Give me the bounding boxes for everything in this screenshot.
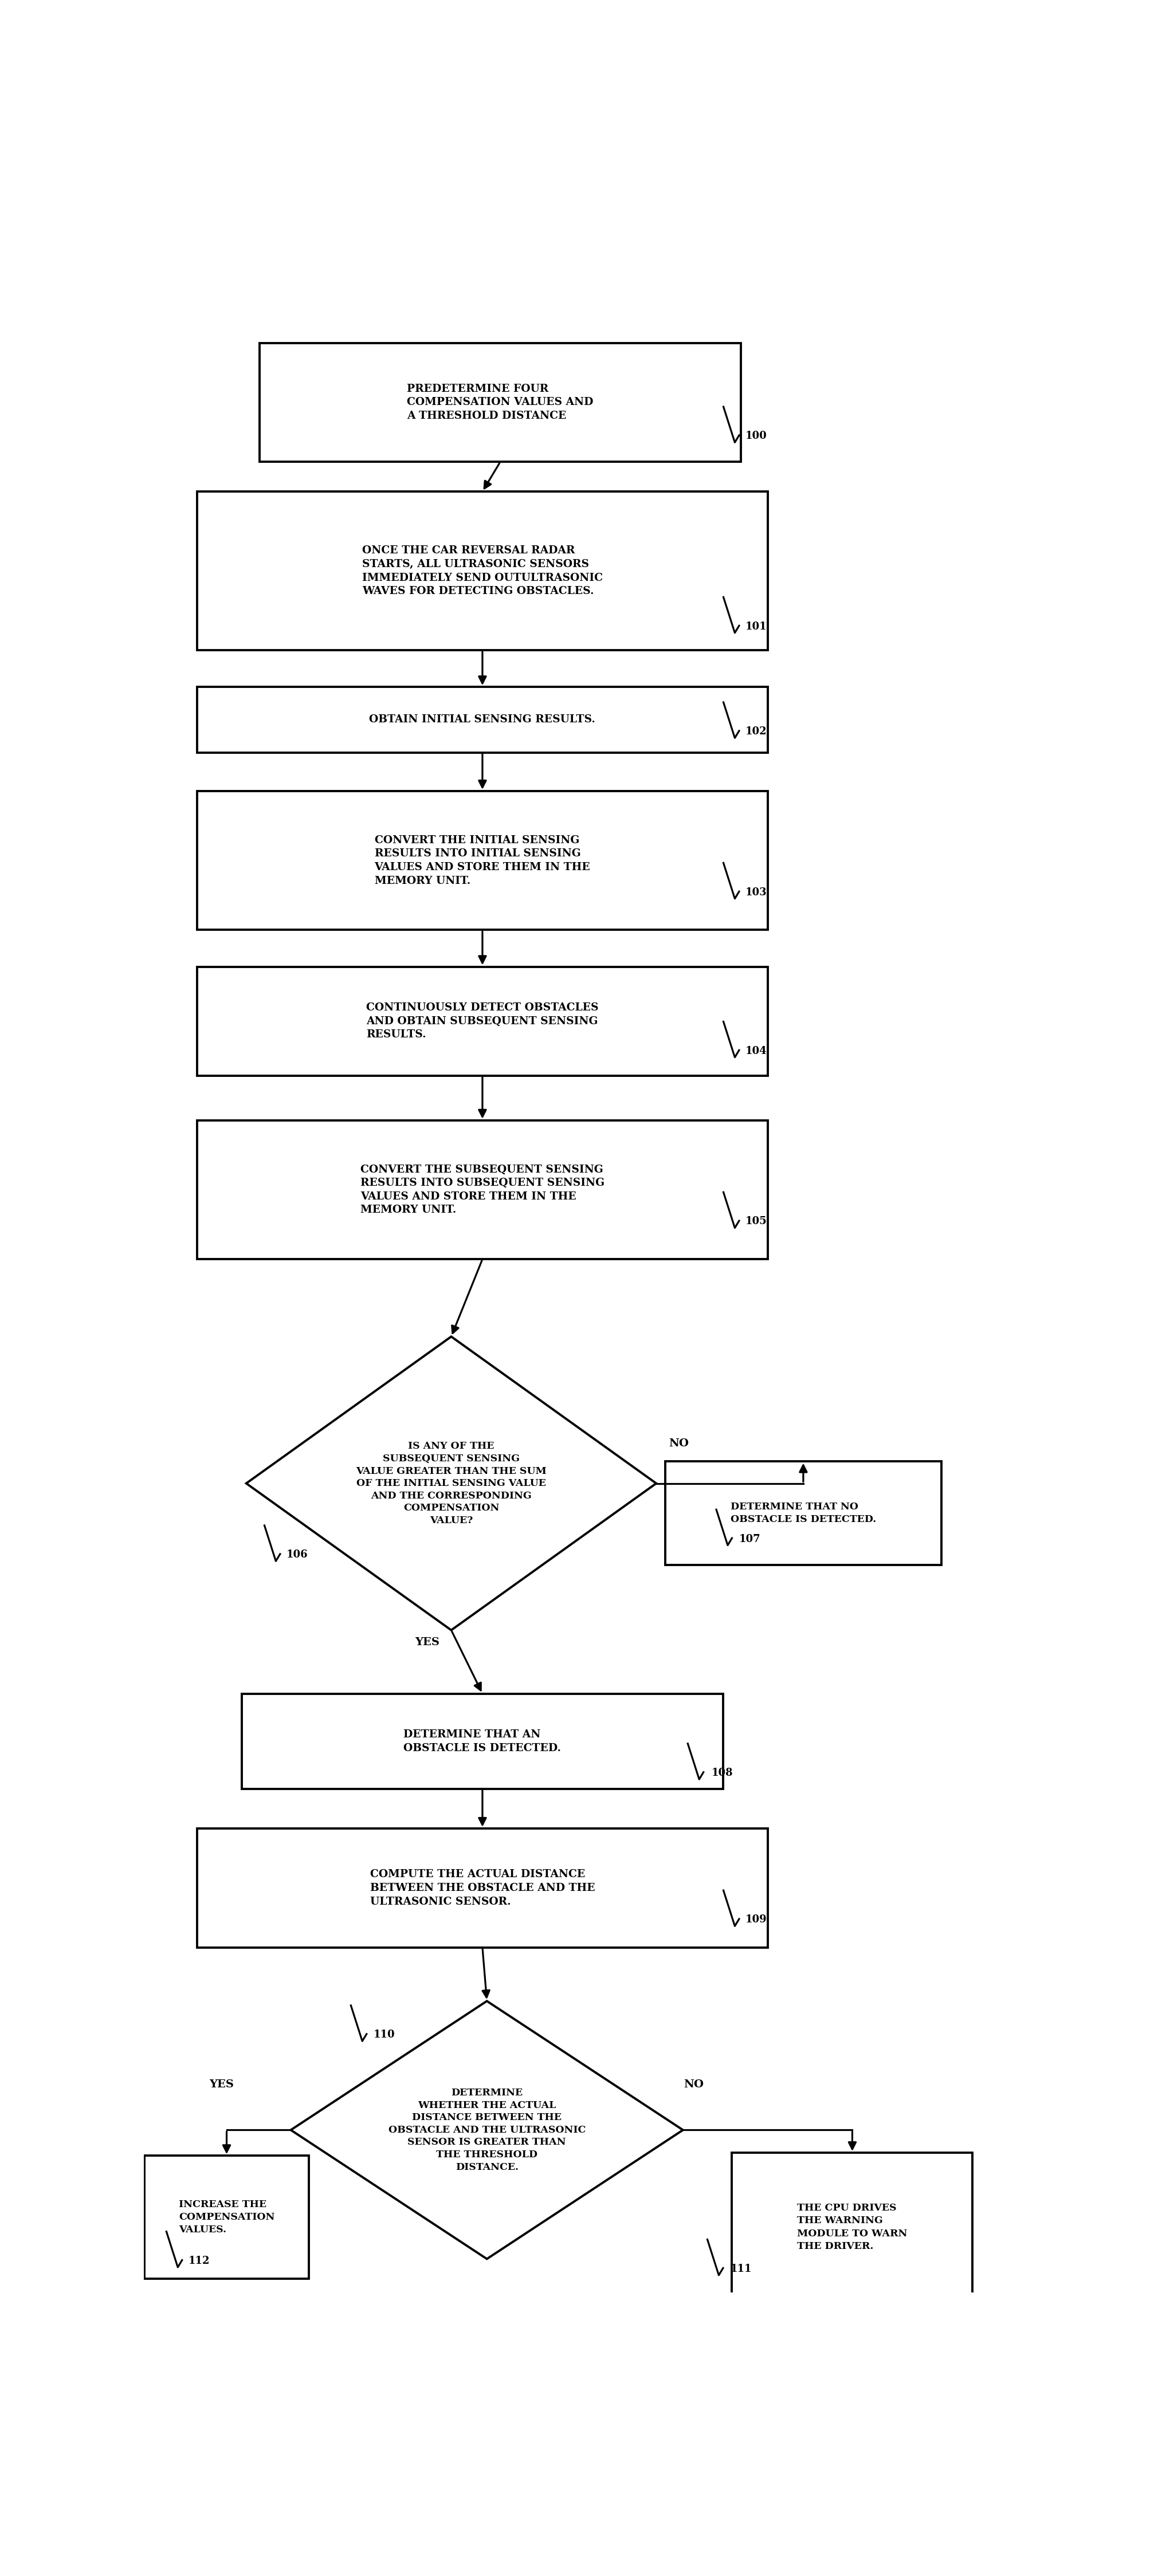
Text: INCREASE THE
COMPENSATION
VALUES.: INCREASE THE COMPENSATION VALUES.: [178, 2200, 275, 2236]
FancyBboxPatch shape: [665, 1461, 942, 1564]
Text: NO: NO: [683, 2079, 704, 2089]
Text: 103: 103: [745, 886, 767, 896]
Text: CONTINUOUSLY DETECT OBSTACLES
AND OBTAIN SUBSEQUENT SENSING
RESULTS.: CONTINUOUSLY DETECT OBSTACLES AND OBTAIN…: [366, 1002, 599, 1041]
FancyBboxPatch shape: [144, 2156, 309, 2280]
Text: 107: 107: [739, 1533, 760, 1543]
Text: 110: 110: [374, 2030, 396, 2040]
FancyBboxPatch shape: [242, 1692, 723, 1788]
Text: COMPUTE THE ACTUAL DISTANCE
BETWEEN THE OBSTACLE AND THE
ULTRASONIC SENSOR.: COMPUTE THE ACTUAL DISTANCE BETWEEN THE …: [370, 1870, 595, 1906]
Text: YES: YES: [209, 2079, 233, 2089]
Text: OBTAIN INITIAL SENSING RESULTS.: OBTAIN INITIAL SENSING RESULTS.: [369, 714, 596, 724]
FancyBboxPatch shape: [198, 1121, 767, 1260]
Text: 111: 111: [730, 2264, 752, 2275]
Text: THE CPU DRIVES
THE WARNING
MODULE TO WARN
THE DRIVER.: THE CPU DRIVES THE WARNING MODULE TO WAR…: [797, 2202, 907, 2251]
FancyBboxPatch shape: [198, 1829, 767, 1947]
Text: DETERMINE THAT AN
OBSTACLE IS DETECTED.: DETERMINE THAT AN OBSTACLE IS DETECTED.: [404, 1728, 561, 1754]
Polygon shape: [246, 1337, 657, 1631]
Text: 102: 102: [745, 726, 767, 737]
Text: IS ANY OF THE
SUBSEQUENT SENSING
VALUE GREATER THAN THE SUM
OF THE INITIAL SENSI: IS ANY OF THE SUBSEQUENT SENSING VALUE G…: [355, 1443, 546, 1525]
Text: 101: 101: [745, 621, 767, 631]
Text: 112: 112: [189, 2257, 209, 2267]
Text: PREDETERMINE FOUR
COMPENSATION VALUES AND
A THRESHOLD DISTANCE: PREDETERMINE FOUR COMPENSATION VALUES AN…: [407, 384, 593, 420]
Text: CONVERT THE INITIAL SENSING
RESULTS INTO INITIAL SENSING
VALUES AND STORE THEM I: CONVERT THE INITIAL SENSING RESULTS INTO…: [375, 835, 590, 886]
FancyBboxPatch shape: [198, 492, 767, 649]
Text: 105: 105: [745, 1216, 767, 1226]
Text: 104: 104: [745, 1046, 767, 1056]
Text: 108: 108: [712, 1767, 733, 1777]
Text: 109: 109: [745, 1914, 767, 1924]
Text: NO: NO: [668, 1437, 689, 1448]
FancyBboxPatch shape: [198, 966, 767, 1077]
Text: DETERMINE
WHETHER THE ACTUAL
DISTANCE BETWEEN THE
OBSTACLE AND THE ULTRASONIC
SE: DETERMINE WHETHER THE ACTUAL DISTANCE BE…: [389, 2089, 585, 2172]
Text: DETERMINE THAT NO
OBSTACLE IS DETECTED.: DETERMINE THAT NO OBSTACLE IS DETECTED.: [730, 1502, 876, 1525]
FancyBboxPatch shape: [198, 688, 767, 752]
Text: 106: 106: [286, 1551, 308, 1561]
Text: YES: YES: [415, 1636, 439, 1646]
Text: 100: 100: [745, 430, 767, 440]
FancyBboxPatch shape: [731, 2154, 973, 2300]
FancyBboxPatch shape: [260, 343, 741, 461]
FancyBboxPatch shape: [198, 791, 767, 930]
Text: ONCE THE CAR REVERSAL RADAR
STARTS, ALL ULTRASONIC SENSORS
IMMEDIATELY SEND OUTU: ONCE THE CAR REVERSAL RADAR STARTS, ALL …: [362, 546, 603, 598]
Text: CONVERT THE SUBSEQUENT SENSING
RESULTS INTO SUBSEQUENT SENSING
VALUES AND STORE : CONVERT THE SUBSEQUENT SENSING RESULTS I…: [360, 1164, 605, 1216]
Polygon shape: [291, 2002, 683, 2259]
